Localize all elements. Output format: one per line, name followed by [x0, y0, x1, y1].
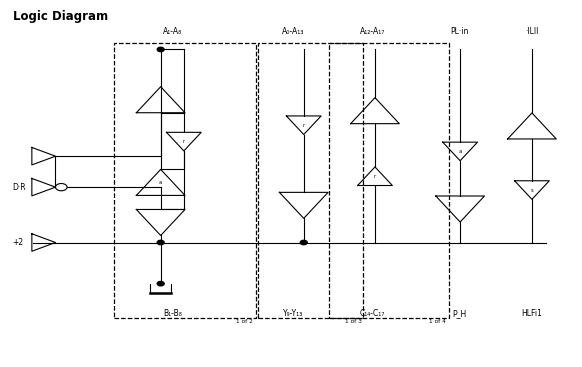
Text: r: r [374, 174, 376, 179]
Text: A₁-A₈: A₁-A₈ [162, 27, 182, 36]
Text: C₁₄-C₁₇: C₁₄-C₁₇ [360, 309, 385, 318]
Text: D·R: D·R [12, 183, 26, 192]
Text: a: a [159, 180, 162, 185]
Text: 1 of 2: 1 of 2 [236, 319, 253, 324]
Circle shape [157, 281, 164, 286]
Text: 1 of 4: 1 of 4 [429, 319, 446, 324]
Text: r: r [303, 123, 305, 128]
Text: ·ILII: ·ILII [525, 27, 538, 36]
Text: A₀-A₁₃: A₀-A₁₃ [282, 27, 304, 36]
Circle shape [157, 47, 164, 52]
Text: B₁-B₈: B₁-B₈ [163, 309, 182, 318]
Text: A₁₂-A₁₇: A₁₂-A₁₇ [360, 27, 385, 36]
Circle shape [300, 240, 307, 245]
Text: HLFi1: HLFi1 [521, 309, 542, 318]
Text: r: r [183, 139, 185, 144]
Text: s: s [531, 188, 533, 193]
Text: a: a [459, 149, 462, 154]
Text: PL·in: PL·in [450, 27, 468, 36]
Text: P_H: P_H [452, 309, 466, 318]
Circle shape [157, 240, 164, 245]
Text: Logic Diagram: Logic Diagram [13, 11, 108, 23]
Text: +2: +2 [12, 238, 23, 247]
Text: 1 of 3: 1 of 3 [345, 319, 361, 324]
Text: Y₉-Y₁₃: Y₉-Y₁₃ [283, 309, 303, 318]
